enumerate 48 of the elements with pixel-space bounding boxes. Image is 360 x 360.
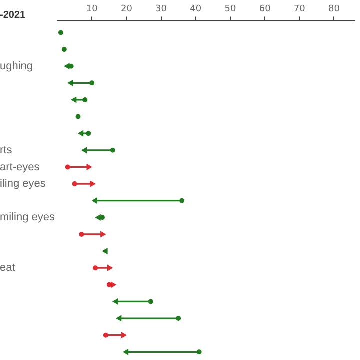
- y-tick-label: ughing: [0, 60, 34, 72]
- x-tick-label: 10: [86, 4, 98, 15]
- point: [82, 97, 88, 102]
- x-tick-label: 70: [294, 4, 306, 15]
- x-tick-label: 20: [120, 4, 133, 15]
- point: [93, 266, 98, 271]
- y-tick-label: rts: [0, 144, 13, 156]
- point: [82, 147, 88, 154]
- point: [78, 130, 84, 137]
- point: [123, 349, 129, 355]
- point: [90, 80, 95, 86]
- point: [90, 181, 96, 187]
- chart-title: -2021: [0, 10, 26, 21]
- point: [121, 332, 127, 338]
- point: [196, 350, 202, 355]
- point: [148, 299, 154, 304]
- x-tick-label: 60: [259, 4, 272, 15]
- point: [72, 182, 78, 187]
- point: [86, 164, 92, 170]
- point: [76, 114, 81, 120]
- point: [86, 131, 92, 136]
- point: [62, 47, 67, 52]
- x-tick-label: 80: [328, 4, 340, 15]
- x-tick-label: 50: [224, 4, 236, 15]
- point: [79, 232, 84, 237]
- x-tick-label: 30: [156, 4, 168, 15]
- point: [96, 214, 101, 221]
- point: [180, 198, 185, 204]
- point: [176, 316, 182, 322]
- y-tick-label: art-eyes: [0, 161, 40, 174]
- point: [113, 298, 118, 305]
- point: [107, 265, 113, 272]
- point: [100, 232, 106, 238]
- point: [102, 248, 108, 254]
- y-tick-label: miling eyes: [0, 212, 56, 224]
- point: [58, 30, 64, 36]
- point: [110, 148, 116, 153]
- point: [116, 316, 122, 322]
- y-tick-label: eat: [0, 262, 16, 274]
- y-tick-label: iling eyes: [0, 178, 46, 190]
- point: [92, 198, 98, 204]
- point: [110, 282, 116, 288]
- x-tick-label: 40: [190, 4, 202, 15]
- point: [64, 63, 70, 70]
- point: [71, 97, 77, 103]
- point: [103, 332, 108, 338]
- point: [65, 164, 70, 170]
- point: [68, 80, 74, 86]
